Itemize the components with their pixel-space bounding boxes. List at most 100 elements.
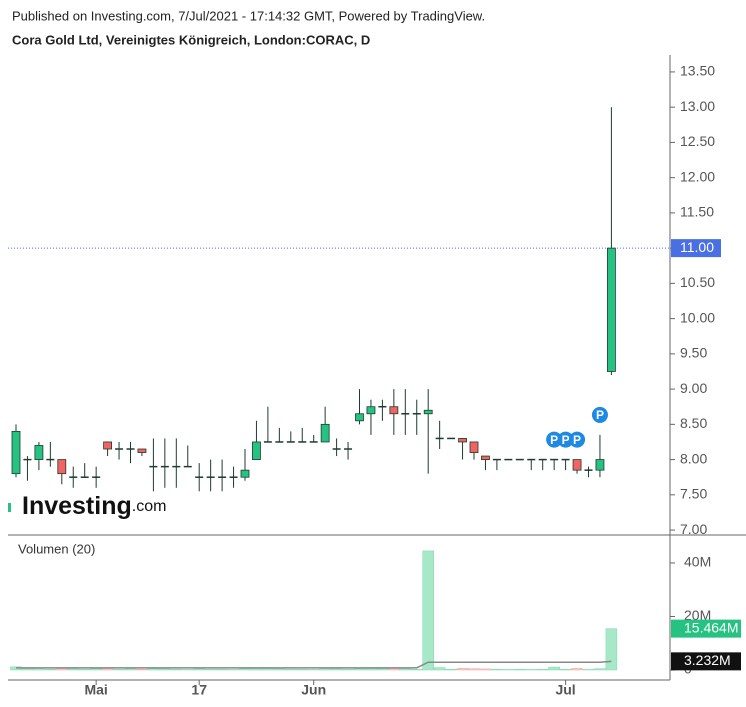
volume-bar	[159, 668, 171, 671]
volume-bar	[411, 668, 423, 671]
volume-bar	[204, 668, 217, 671]
last-volume-box	[671, 619, 741, 638]
y-tick-label: 8.00	[680, 450, 707, 466]
last-volume-label: 15.464M	[684, 619, 738, 635]
volume-bar	[227, 669, 240, 671]
candle-body	[423, 409, 433, 415]
volume-bar	[44, 668, 57, 671]
logo: Investing.com	[22, 492, 166, 520]
volume-bar	[502, 669, 515, 671]
volume-bar	[56, 668, 68, 671]
event-label: P	[596, 408, 604, 422]
symbol: Cora Gold Ltd, Vereinigtes Königreich, L…	[12, 32, 370, 47]
last-ma-box	[671, 652, 741, 671]
y-tick-label: 7.00	[680, 521, 707, 537]
x-tick-label: Mai	[84, 682, 107, 698]
volume-bar	[514, 668, 526, 671]
volume-bar	[170, 668, 183, 671]
volume-bar	[78, 668, 91, 671]
volume-bar	[239, 668, 251, 671]
volume-bar	[399, 668, 412, 671]
candle-body	[389, 406, 399, 415]
logo-mark	[8, 503, 11, 512]
y-tick-label: 9.50	[680, 345, 707, 361]
candle-body	[103, 441, 112, 450]
candle-body	[607, 247, 616, 372]
last-price-label: 11.00	[680, 239, 714, 255]
volume-bar	[353, 668, 366, 671]
volume-bar	[388, 668, 400, 671]
logo-suffix: .com	[132, 498, 167, 515]
volume-bar	[285, 668, 297, 671]
y-tick-label: 10.00	[680, 309, 715, 325]
candle-body	[240, 469, 250, 478]
volume-bar	[594, 668, 606, 671]
y-tick-label: 11.50	[680, 204, 714, 220]
volume-bar	[479, 668, 492, 671]
candle-body	[34, 445, 44, 460]
volume-bar	[605, 628, 618, 671]
volume-bar	[559, 668, 572, 671]
event-marker	[557, 431, 574, 448]
volume-bar	[548, 666, 560, 671]
y-tick-label: 10.50	[680, 274, 715, 290]
volume-bar	[491, 668, 503, 671]
candle-body	[57, 459, 67, 475]
volume-bar	[273, 668, 286, 671]
event-marker	[591, 406, 608, 423]
candle-body	[458, 438, 467, 443]
event-marker	[546, 431, 563, 448]
volume-bar	[433, 667, 446, 671]
x-tick-label: Jul	[555, 682, 575, 698]
volume-tick-label: 20M	[684, 607, 711, 623]
volume-title: Volumen (20)	[18, 541, 95, 556]
candle-body	[320, 423, 330, 443]
volume-bar	[113, 668, 125, 671]
volume-bar	[330, 668, 343, 671]
logo-name: Investing	[22, 492, 132, 520]
last-ma-label: 3.232M	[684, 652, 731, 668]
volume-bar	[136, 668, 148, 671]
volume-bar	[193, 668, 205, 671]
x-tick-label: Jun	[301, 682, 326, 698]
event-label: P	[562, 433, 570, 447]
volume-bar	[571, 668, 583, 671]
event-label: P	[573, 433, 581, 447]
volume-bar	[216, 668, 228, 671]
volume-bar	[90, 668, 102, 671]
y-tick-label: 7.50	[680, 486, 707, 502]
volume-bar	[67, 668, 79, 671]
y-tick-label: 12.50	[680, 133, 715, 149]
volume-bar	[147, 668, 160, 671]
published: Published on Investing.com, 7/Jul/2021 -…	[12, 8, 485, 23]
y-tick-label: 13.00	[680, 98, 715, 114]
candle-body	[595, 459, 605, 471]
volume-bar	[445, 668, 457, 671]
y-tick-label: 9.00	[680, 380, 707, 396]
candle-body	[481, 455, 490, 460]
volume-bar	[422, 550, 434, 671]
volume-ma-line	[16, 660, 612, 669]
candle-body	[469, 441, 479, 453]
candle-body	[366, 406, 376, 415]
volume-bar	[182, 669, 194, 671]
y-tick-label: 13.50	[680, 63, 715, 79]
volume-bar	[342, 668, 354, 671]
volume-bar	[124, 668, 137, 671]
event-label: P	[550, 433, 558, 447]
y-tick-label: 12.00	[680, 168, 715, 184]
volume-bar	[296, 668, 308, 671]
candle-body	[11, 430, 21, 475]
y-tick-label: 8.50	[680, 415, 707, 431]
last-price-box	[671, 239, 721, 258]
event-marker	[569, 431, 586, 448]
volume-bar	[307, 669, 320, 671]
candle-body	[137, 448, 147, 453]
volume-bar	[468, 668, 480, 671]
volume-bar	[456, 668, 469, 671]
candle-body	[252, 441, 261, 460]
candle-body	[355, 413, 364, 422]
volume-tick-label: 40M	[684, 554, 711, 570]
volume-bar	[21, 668, 34, 671]
